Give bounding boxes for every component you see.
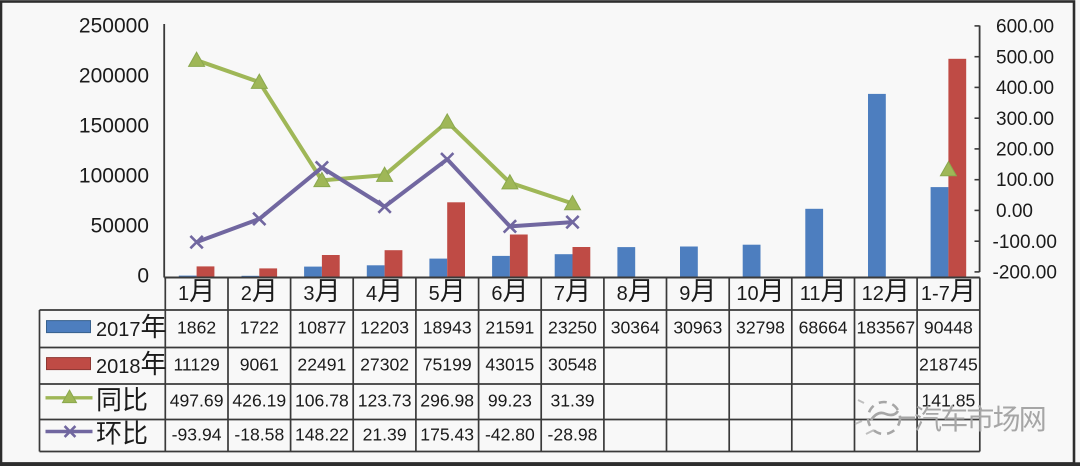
svg-text:6月: 6月 — [491, 276, 528, 306]
svg-text:-42.80: -42.80 — [485, 424, 535, 444]
svg-text:12203: 12203 — [360, 318, 409, 338]
svg-text:11129: 11129 — [173, 355, 219, 375]
svg-text:250000: 250000 — [79, 14, 149, 37]
svg-text:0: 0 — [137, 264, 149, 287]
svg-text:10月: 10月 — [736, 276, 784, 306]
svg-text:18943: 18943 — [423, 318, 472, 338]
svg-text:-28.98: -28.98 — [548, 424, 598, 444]
svg-text:90448: 90448 — [924, 318, 973, 338]
svg-text:30963: 30963 — [673, 318, 722, 338]
svg-text:21591: 21591 — [485, 318, 534, 338]
svg-text:23250: 23250 — [548, 318, 597, 338]
svg-text:8月: 8月 — [617, 276, 654, 306]
svg-text:-93.94: -93.94 — [172, 424, 222, 444]
svg-text:200000: 200000 — [79, 64, 149, 87]
svg-text:11月: 11月 — [800, 276, 847, 306]
svg-text:2018年: 2018年 — [96, 349, 167, 379]
svg-text:-100.00: -100.00 — [993, 232, 1057, 253]
svg-text:22491: 22491 — [297, 355, 346, 375]
svg-text:10877: 10877 — [297, 318, 346, 338]
svg-text:-18.58: -18.58 — [234, 424, 284, 444]
svg-text:68664: 68664 — [799, 318, 848, 338]
svg-text:100000: 100000 — [79, 164, 149, 187]
svg-text:31.39: 31.39 — [550, 391, 594, 411]
svg-text:3月: 3月 — [303, 276, 340, 306]
svg-text:30548: 30548 — [548, 355, 597, 375]
svg-text:148.22: 148.22 — [295, 424, 349, 444]
svg-text:200.00: 200.00 — [996, 140, 1054, 161]
svg-text:9月: 9月 — [679, 276, 716, 306]
svg-text:12月: 12月 — [862, 276, 910, 306]
svg-text:43015: 43015 — [485, 355, 534, 375]
svg-text:75199: 75199 — [423, 355, 472, 375]
svg-text:21.39: 21.39 — [363, 424, 407, 444]
svg-text:497.69: 497.69 — [170, 391, 224, 411]
svg-text:123.73: 123.73 — [358, 391, 412, 411]
svg-text:32798: 32798 — [736, 318, 785, 338]
svg-text:2017年: 2017年 — [96, 312, 167, 342]
svg-text:100.00: 100.00 — [996, 170, 1054, 191]
svg-text:1722: 1722 — [240, 318, 279, 338]
svg-text:5月: 5月 — [429, 276, 466, 306]
svg-text:27302: 27302 — [360, 355, 409, 375]
svg-text:141.85: 141.85 — [921, 391, 975, 411]
svg-text:-200.00: -200.00 — [993, 263, 1057, 284]
svg-text:环比: 环比 — [96, 419, 148, 449]
svg-text:600.00: 600.00 — [996, 17, 1054, 38]
svg-text:426.19: 426.19 — [232, 391, 286, 411]
svg-text:2月: 2月 — [241, 276, 278, 306]
svg-text:50000: 50000 — [91, 214, 149, 237]
svg-text:99.23: 99.23 — [488, 391, 532, 411]
svg-text:汽车市场网: 汽车市场网 — [914, 404, 1045, 435]
svg-text:同比: 同比 — [96, 385, 148, 415]
svg-text:30364: 30364 — [611, 318, 660, 338]
svg-text:9061: 9061 — [240, 355, 279, 375]
svg-text:1月: 1月 — [178, 276, 215, 306]
svg-text:7月: 7月 — [554, 276, 591, 306]
svg-text:183567: 183567 — [856, 318, 915, 338]
svg-text:500.00: 500.00 — [996, 47, 1054, 68]
svg-text:0.00: 0.00 — [996, 201, 1033, 222]
svg-text:175.43: 175.43 — [420, 424, 474, 444]
svg-text:1862: 1862 — [177, 318, 216, 338]
svg-text:106.78: 106.78 — [295, 391, 349, 411]
svg-text:1-7月: 1-7月 — [921, 276, 976, 306]
svg-text:150000: 150000 — [79, 114, 149, 137]
svg-text:400.00: 400.00 — [996, 78, 1054, 99]
svg-text:4月: 4月 — [366, 276, 403, 306]
svg-text:218745: 218745 — [919, 355, 978, 375]
svg-text:296.98: 296.98 — [420, 391, 474, 411]
svg-text:300.00: 300.00 — [996, 109, 1054, 130]
